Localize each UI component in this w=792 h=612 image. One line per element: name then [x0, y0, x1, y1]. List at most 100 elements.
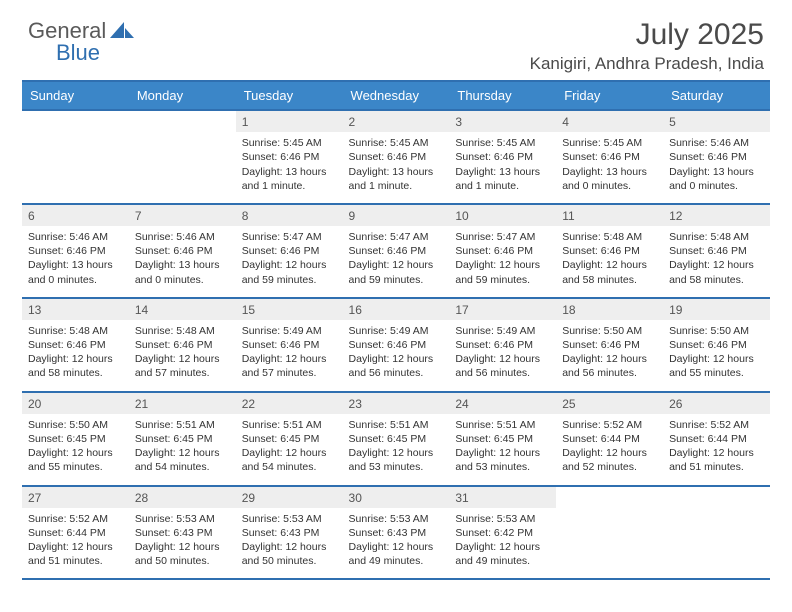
sunset-line: Sunset: 6:46 PM	[349, 244, 444, 258]
day-number: 21	[129, 393, 236, 414]
daylight-line: Daylight: 12 hours and 51 minutes.	[28, 540, 123, 568]
daylight-line: Daylight: 13 hours and 0 minutes.	[135, 258, 230, 286]
sunrise-line: Sunrise: 5:53 AM	[242, 512, 337, 526]
day-details: Sunrise: 5:48 AMSunset: 6:46 PMDaylight:…	[556, 226, 663, 297]
calendar-cell: 3Sunrise: 5:45 AMSunset: 6:46 PMDaylight…	[449, 110, 556, 204]
day-number: 14	[129, 299, 236, 320]
calendar-cell: 16Sunrise: 5:49 AMSunset: 6:46 PMDayligh…	[343, 298, 450, 392]
sunrise-line: Sunrise: 5:45 AM	[349, 136, 444, 150]
day-details: Sunrise: 5:49 AMSunset: 6:46 PMDaylight:…	[343, 320, 450, 391]
daylight-line: Daylight: 12 hours and 56 minutes.	[562, 352, 657, 380]
day-number: 2	[343, 111, 450, 132]
calendar-cell: 5Sunrise: 5:46 AMSunset: 6:46 PMDaylight…	[663, 110, 770, 204]
sunset-line: Sunset: 6:46 PM	[28, 338, 123, 352]
day-details: Sunrise: 5:48 AMSunset: 6:46 PMDaylight:…	[129, 320, 236, 391]
title-block: July 2025 Kanigiri, Andhra Pradesh, Indi…	[530, 18, 764, 74]
day-details: Sunrise: 5:51 AMSunset: 6:45 PMDaylight:…	[343, 414, 450, 485]
calendar-cell: ..	[22, 110, 129, 204]
sunrise-line: Sunrise: 5:49 AM	[242, 324, 337, 338]
day-number: 25	[556, 393, 663, 414]
weekday-header: Thursday	[449, 81, 556, 110]
calendar-cell: 8Sunrise: 5:47 AMSunset: 6:46 PMDaylight…	[236, 204, 343, 298]
daylight-line: Daylight: 12 hours and 54 minutes.	[135, 446, 230, 474]
sunset-line: Sunset: 6:45 PM	[455, 432, 550, 446]
sunset-line: Sunset: 6:45 PM	[135, 432, 230, 446]
sunrise-line: Sunrise: 5:50 AM	[562, 324, 657, 338]
sunset-line: Sunset: 6:46 PM	[242, 244, 337, 258]
daylight-line: Daylight: 12 hours and 55 minutes.	[669, 352, 764, 380]
weekday-header: Saturday	[663, 81, 770, 110]
day-details: Sunrise: 5:53 AMSunset: 6:43 PMDaylight:…	[129, 508, 236, 579]
sunrise-line: Sunrise: 5:53 AM	[135, 512, 230, 526]
day-details: Sunrise: 5:50 AMSunset: 6:46 PMDaylight:…	[663, 320, 770, 391]
calendar-week-row: 27Sunrise: 5:52 AMSunset: 6:44 PMDayligh…	[22, 486, 770, 580]
day-number: 31	[449, 487, 556, 508]
calendar-cell: ..	[663, 486, 770, 580]
day-details: Sunrise: 5:45 AMSunset: 6:46 PMDaylight:…	[343, 132, 450, 203]
day-details: Sunrise: 5:51 AMSunset: 6:45 PMDaylight:…	[129, 414, 236, 485]
day-details: Sunrise: 5:49 AMSunset: 6:46 PMDaylight:…	[236, 320, 343, 391]
daylight-line: Daylight: 12 hours and 52 minutes.	[562, 446, 657, 474]
calendar-cell: 28Sunrise: 5:53 AMSunset: 6:43 PMDayligh…	[129, 486, 236, 580]
sunrise-line: Sunrise: 5:45 AM	[242, 136, 337, 150]
calendar-cell: 9Sunrise: 5:47 AMSunset: 6:46 PMDaylight…	[343, 204, 450, 298]
calendar-table: SundayMondayTuesdayWednesdayThursdayFrid…	[22, 80, 770, 580]
calendar-container: SundayMondayTuesdayWednesdayThursdayFrid…	[0, 80, 792, 580]
sunset-line: Sunset: 6:46 PM	[242, 150, 337, 164]
calendar-cell: 21Sunrise: 5:51 AMSunset: 6:45 PMDayligh…	[129, 392, 236, 486]
calendar-cell: 6Sunrise: 5:46 AMSunset: 6:46 PMDaylight…	[22, 204, 129, 298]
sunset-line: Sunset: 6:44 PM	[562, 432, 657, 446]
sunrise-line: Sunrise: 5:46 AM	[28, 230, 123, 244]
day-number: 28	[129, 487, 236, 508]
sunset-line: Sunset: 6:46 PM	[562, 150, 657, 164]
calendar-cell: 19Sunrise: 5:50 AMSunset: 6:46 PMDayligh…	[663, 298, 770, 392]
day-details: Sunrise: 5:50 AMSunset: 6:46 PMDaylight:…	[556, 320, 663, 391]
calendar-cell: 10Sunrise: 5:47 AMSunset: 6:46 PMDayligh…	[449, 204, 556, 298]
sunset-line: Sunset: 6:44 PM	[28, 526, 123, 540]
sunset-line: Sunset: 6:44 PM	[669, 432, 764, 446]
location-subtitle: Kanigiri, Andhra Pradesh, India	[530, 54, 764, 74]
daylight-line: Daylight: 13 hours and 1 minute.	[242, 165, 337, 193]
calendar-cell: 7Sunrise: 5:46 AMSunset: 6:46 PMDaylight…	[129, 204, 236, 298]
day-number: 12	[663, 205, 770, 226]
day-number: 17	[449, 299, 556, 320]
sunrise-line: Sunrise: 5:51 AM	[455, 418, 550, 432]
sunset-line: Sunset: 6:46 PM	[349, 150, 444, 164]
day-details: Sunrise: 5:45 AMSunset: 6:46 PMDaylight:…	[236, 132, 343, 203]
day-details: Sunrise: 5:47 AMSunset: 6:46 PMDaylight:…	[343, 226, 450, 297]
sunset-line: Sunset: 6:46 PM	[455, 150, 550, 164]
weekday-header: Friday	[556, 81, 663, 110]
sunrise-line: Sunrise: 5:53 AM	[349, 512, 444, 526]
daylight-line: Daylight: 12 hours and 49 minutes.	[349, 540, 444, 568]
sunset-line: Sunset: 6:46 PM	[455, 338, 550, 352]
sunrise-line: Sunrise: 5:47 AM	[455, 230, 550, 244]
calendar-cell: 27Sunrise: 5:52 AMSunset: 6:44 PMDayligh…	[22, 486, 129, 580]
weekday-header: Sunday	[22, 81, 129, 110]
calendar-week-row: 13Sunrise: 5:48 AMSunset: 6:46 PMDayligh…	[22, 298, 770, 392]
weekday-header: Monday	[129, 81, 236, 110]
calendar-cell: 20Sunrise: 5:50 AMSunset: 6:45 PMDayligh…	[22, 392, 129, 486]
sunset-line: Sunset: 6:45 PM	[28, 432, 123, 446]
daylight-line: Daylight: 13 hours and 1 minute.	[455, 165, 550, 193]
sunset-line: Sunset: 6:46 PM	[669, 244, 764, 258]
brand-sail-icon	[110, 20, 134, 43]
sunset-line: Sunset: 6:46 PM	[28, 244, 123, 258]
daylight-line: Daylight: 12 hours and 58 minutes.	[562, 258, 657, 286]
calendar-cell: 29Sunrise: 5:53 AMSunset: 6:43 PMDayligh…	[236, 486, 343, 580]
sunset-line: Sunset: 6:46 PM	[669, 150, 764, 164]
daylight-line: Daylight: 12 hours and 56 minutes.	[349, 352, 444, 380]
day-number: 4	[556, 111, 663, 132]
daylight-line: Daylight: 12 hours and 56 minutes.	[455, 352, 550, 380]
sunset-line: Sunset: 6:46 PM	[562, 244, 657, 258]
day-details: Sunrise: 5:48 AMSunset: 6:46 PMDaylight:…	[663, 226, 770, 297]
sunrise-line: Sunrise: 5:48 AM	[135, 324, 230, 338]
day-number: 19	[663, 299, 770, 320]
day-number: 26	[663, 393, 770, 414]
sunrise-line: Sunrise: 5:51 AM	[242, 418, 337, 432]
sunrise-line: Sunrise: 5:49 AM	[349, 324, 444, 338]
brand-logo: General Blue	[28, 18, 136, 44]
calendar-body: ....1Sunrise: 5:45 AMSunset: 6:46 PMDayl…	[22, 110, 770, 579]
daylight-line: Daylight: 12 hours and 49 minutes.	[455, 540, 550, 568]
day-details: Sunrise: 5:52 AMSunset: 6:44 PMDaylight:…	[556, 414, 663, 485]
calendar-cell: 13Sunrise: 5:48 AMSunset: 6:46 PMDayligh…	[22, 298, 129, 392]
